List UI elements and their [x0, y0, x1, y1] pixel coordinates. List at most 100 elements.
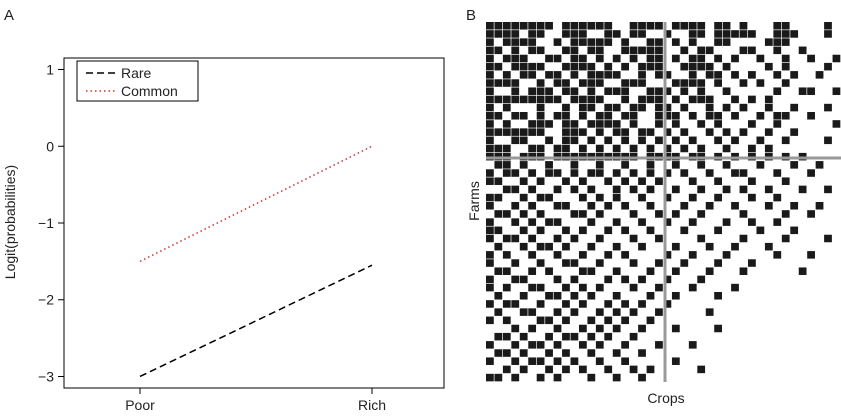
heatmap-cell: [511, 79, 520, 87]
heatmap-cell: [621, 202, 630, 210]
heatmap-cell: [773, 169, 782, 177]
heatmap-cell: [536, 177, 545, 185]
heatmap-cell: [519, 275, 528, 284]
legend-label-rare: Rare: [121, 65, 152, 81]
heatmap-cell: [663, 128, 672, 136]
heatmap-cell: [663, 30, 672, 38]
heatmap-cell: [612, 308, 621, 316]
heatmap-cell: [519, 161, 528, 169]
heatmap-cell: [553, 169, 562, 177]
heatmap-cell: [646, 185, 655, 194]
heatmap-cell: [528, 169, 537, 177]
panel-b-xlabel: Crops: [647, 390, 684, 406]
heatmap-cell: [494, 332, 503, 341]
heatmap-cell: [519, 22, 528, 30]
heatmap-cell: [595, 341, 604, 349]
heatmap-cell: [671, 120, 680, 128]
heatmap-cell: [553, 185, 562, 194]
heatmap-cell: [595, 144, 604, 153]
heatmap-cell: [756, 136, 765, 145]
heatmap-cell: [646, 161, 655, 169]
heatmap-cell: [781, 177, 790, 185]
heatmap-cell: [824, 234, 832, 243]
heatmap-cell: [486, 357, 494, 365]
heatmap-cell: [528, 357, 537, 365]
heatmap-cell: [612, 185, 621, 194]
heatmap-cell: [545, 54, 553, 63]
heatmap-cell: [739, 79, 748, 87]
heatmap-cell: [680, 62, 689, 71]
heatmap-cell: [519, 54, 528, 63]
heatmap-cell: [545, 87, 553, 95]
heatmap-cell: [528, 38, 537, 46]
heatmap-cell: [621, 275, 630, 284]
heatmap-cell: [502, 30, 511, 38]
heatmap-cell: [663, 112, 672, 120]
heatmap-cell: [671, 210, 680, 218]
heatmap-cell: [486, 300, 494, 308]
heatmap-cell: [587, 120, 596, 128]
heatmap-cell: [587, 185, 596, 194]
heatmap-cell: [519, 71, 528, 79]
heatmap-cell: [578, 38, 587, 46]
heatmap-cell: [781, 234, 790, 243]
heatmap-cell: [536, 300, 545, 308]
heatmap-cell: [511, 218, 520, 226]
heatmap-cell: [731, 202, 739, 210]
heatmap-cell: [688, 30, 697, 38]
series-line-rare: [139, 264, 373, 378]
heatmap-cell: [604, 332, 613, 341]
heatmap-cell: [697, 79, 706, 87]
heatmap-cell: [587, 71, 596, 79]
heatmap-cell: [578, 177, 587, 185]
heatmap-cell: [562, 30, 570, 38]
heatmap-cell: [578, 79, 587, 87]
heatmap-cell: [688, 38, 697, 46]
heatmap-cell: [570, 292, 579, 300]
heatmap-cell: [705, 202, 714, 210]
heatmap-cell: [502, 267, 511, 275]
heatmap-cell: [553, 357, 562, 365]
heatmap-cell: [680, 79, 689, 87]
heatmap-cell: [545, 193, 553, 202]
heatmap-cell: [646, 316, 655, 325]
heatmap-cell: [528, 128, 537, 136]
heatmap-cell: [545, 292, 553, 300]
heatmap-cell: [536, 128, 545, 136]
heatmap-cell: [486, 71, 494, 79]
heatmap-cell: [604, 38, 613, 46]
heatmap-cell: [562, 242, 570, 251]
heatmap-cell: [798, 46, 807, 55]
heatmap-cell: [612, 218, 621, 226]
heatmap-cell: [587, 292, 596, 300]
heatmap-cell: [494, 79, 503, 87]
heatmap-cell: [790, 30, 799, 38]
heatmap-cell: [621, 112, 630, 120]
heatmap-cell: [714, 120, 722, 128]
heatmap-cell: [680, 87, 689, 95]
heatmap-cell: [519, 292, 528, 300]
heatmap-cell: [553, 308, 562, 316]
heatmap-cell: [562, 103, 570, 112]
heatmap-cell: [578, 210, 587, 218]
heatmap-cell: [519, 128, 528, 136]
heatmap-cell: [705, 95, 714, 104]
heatmap-cell: [562, 46, 570, 55]
heatmap-cell: [748, 95, 756, 104]
heatmap-cell: [587, 332, 596, 341]
heatmap-cell: [705, 46, 714, 55]
heatmap-cell: [528, 62, 537, 71]
heatmap-cell: [663, 71, 672, 79]
heatmap-cell: [629, 332, 638, 341]
heatmap-cell: [502, 251, 511, 259]
heatmap-cell: [621, 136, 630, 145]
heatmap-cell: [528, 308, 537, 316]
heatmap-cell: [595, 128, 604, 136]
heatmap-cell: [570, 54, 579, 63]
y-tick-label: −1: [38, 215, 54, 231]
heatmap-cell: [629, 22, 638, 30]
heatmap-cell: [739, 169, 748, 177]
heatmap-cell: [629, 259, 638, 267]
